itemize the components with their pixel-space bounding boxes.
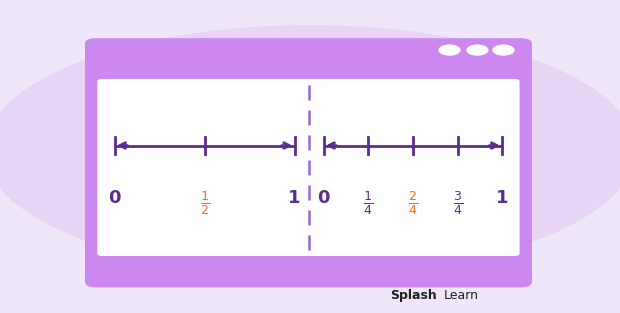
Text: 0: 0	[108, 189, 121, 208]
Circle shape	[438, 44, 461, 56]
Text: Splash: Splash	[391, 289, 437, 302]
Circle shape	[492, 44, 515, 56]
Text: $\frac{3}{4}$: $\frac{3}{4}$	[453, 189, 463, 217]
Ellipse shape	[0, 25, 620, 275]
Text: 1: 1	[288, 189, 301, 208]
Text: 1: 1	[496, 189, 508, 208]
Circle shape	[466, 44, 489, 56]
FancyBboxPatch shape	[85, 38, 532, 287]
Text: Learn: Learn	[443, 289, 478, 302]
Text: 0: 0	[317, 189, 330, 208]
Text: $\frac{1}{4}$: $\frac{1}{4}$	[363, 189, 373, 217]
Text: $\frac{1}{2}$: $\frac{1}{2}$	[200, 189, 210, 217]
Text: $\frac{2}{4}$: $\frac{2}{4}$	[408, 189, 418, 217]
FancyBboxPatch shape	[97, 79, 520, 256]
